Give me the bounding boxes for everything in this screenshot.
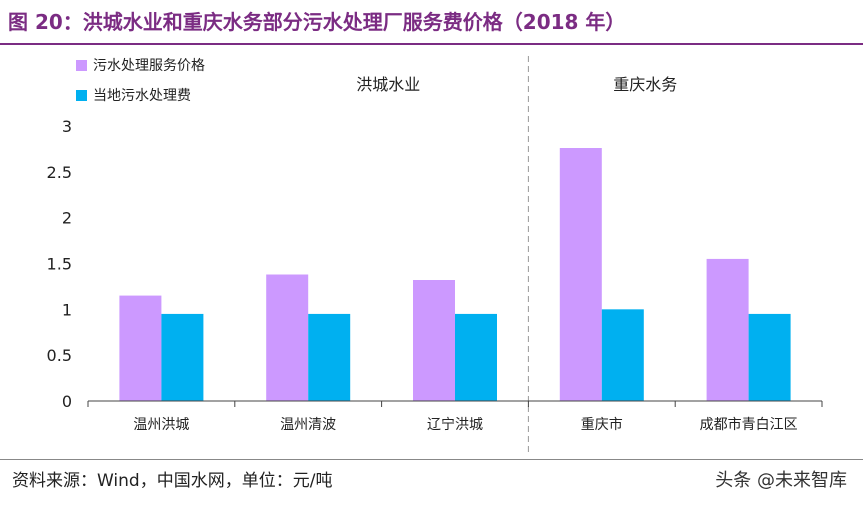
bar <box>559 148 602 401</box>
legend-label: 当地污水处理费 <box>93 88 191 104</box>
watermark: 头条 @未来智库 <box>715 470 847 491</box>
legend-swatch <box>76 90 87 101</box>
bars <box>119 148 791 401</box>
source-note: 资料来源：Wind，中国水网，单位：元/吨 <box>12 471 333 491</box>
bar <box>706 258 749 401</box>
y-axis: 0 0.5 1 1.5 2 2.5 3 <box>47 117 72 411</box>
bar <box>161 313 204 401</box>
bar <box>308 313 351 401</box>
y-tick-label: 1 <box>62 300 72 319</box>
y-tick-label: 0.5 <box>47 346 72 365</box>
title-divider <box>0 43 863 45</box>
x-axis: 温州洪城 温州清波 辽宁洪城 重庆市 成都市青白江区 <box>87 400 823 433</box>
x-tick-label: 重庆市 <box>581 416 623 433</box>
group-label: 重庆水务 <box>613 75 677 94</box>
y-tick-label: 1.5 <box>47 255 72 274</box>
bar <box>455 313 497 401</box>
y-tick-label: 2.5 <box>47 163 72 182</box>
x-tick-label: 辽宁洪城 <box>427 416 483 433</box>
x-tick-label: 成都市青白江区 <box>700 416 798 433</box>
x-tick-label: 温州清波 <box>280 417 336 433</box>
y-tick-label: 2 <box>62 209 72 228</box>
group-labels: 洪城水业 重庆水务 <box>356 56 677 456</box>
legend-swatch <box>76 60 87 71</box>
group-label: 洪城水业 <box>356 75 420 94</box>
bar <box>266 274 309 401</box>
bar <box>748 313 791 401</box>
bar <box>119 295 162 401</box>
source-divider <box>0 459 863 460</box>
x-tick-label: 温州洪城 <box>133 417 189 433</box>
bar <box>601 309 644 401</box>
page-title: 图 20：洪城水业和重庆水务部分污水处理厂服务费价格（2018 年） <box>8 10 626 34</box>
y-tick-label: 0 <box>62 392 72 411</box>
y-tick-label: 3 <box>62 117 72 136</box>
legend-label: 污水处理服务价格 <box>93 58 205 74</box>
bar <box>413 280 455 401</box>
